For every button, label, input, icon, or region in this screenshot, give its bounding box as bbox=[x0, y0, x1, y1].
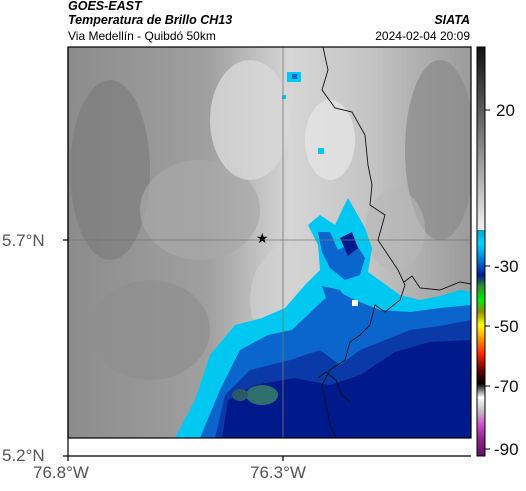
lon-tick-label-1: 76.8°W bbox=[33, 463, 89, 482]
boundary-line-3 bbox=[317, 371, 351, 403]
location-label: Via Medellín - Quibdó 50km bbox=[68, 29, 216, 43]
satellite-image bbox=[68, 47, 471, 438]
boundary-line-1 bbox=[321, 47, 406, 438]
timestamp-label: 2024-02-04 20:09 bbox=[375, 29, 470, 43]
lat-tick-label-2: 5.2°N bbox=[2, 446, 45, 465]
colorbar-label-1: 20 bbox=[496, 101, 515, 120]
organization-label: SIATA bbox=[434, 13, 470, 27]
colorbar-label-5: -90 bbox=[494, 440, 519, 459]
star-marker: ★ bbox=[256, 230, 269, 246]
boundary-line-2 bbox=[403, 275, 471, 291]
colorbar-label-3: -50 bbox=[494, 317, 519, 336]
product-title: Temperatura de Brillo CH13 bbox=[68, 13, 233, 27]
colorbar-label-2: -30 bbox=[494, 257, 519, 276]
colorbar-label-4: -70 bbox=[494, 377, 519, 396]
lon-tick-label-2: 76.3°W bbox=[250, 463, 306, 482]
satellite-title: GOES-EAST bbox=[68, 0, 142, 13]
lat-tick-label-1: 5.7°N bbox=[2, 231, 45, 250]
colorbar bbox=[476, 46, 490, 457]
